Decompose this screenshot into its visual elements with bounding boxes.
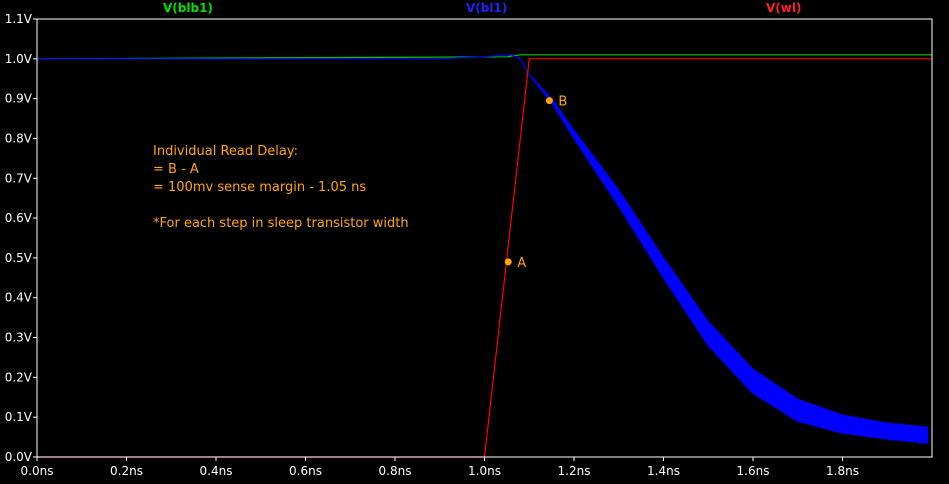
plot-frame: [36, 18, 933, 458]
annotation-sleep-transistor: *For each step in sleep transistor width: [153, 216, 409, 231]
series-layer: [36, 54, 932, 458]
series-vblb1-line: [36, 54, 932, 60]
x-tick-label: 1.0ns: [468, 464, 501, 478]
x-tick-label: 1.4ns: [647, 464, 680, 478]
x-tick-label: 0.8ns: [379, 464, 412, 478]
y-tick-label: 0.1V: [5, 410, 33, 424]
y-tick-label: 0.4V: [5, 291, 33, 305]
y-tick-label: 1.0V: [5, 52, 33, 66]
y-tick-label: 1.1V: [5, 12, 33, 26]
y-tick-label: 0.5V: [5, 251, 33, 265]
x-tick-label: 0.0ns: [21, 464, 54, 478]
marker-label-a: A: [517, 256, 526, 271]
marker-label-b: B: [558, 95, 567, 110]
axis-ticks: [33, 18, 843, 461]
annotation-read-delay: Individual Read Delay:: [153, 144, 298, 159]
y-tick-label: 0.0V: [5, 450, 33, 464]
legend-blb1[interactable]: V(blb1): [163, 1, 213, 15]
x-tick-label: 0.2ns: [110, 464, 143, 478]
tick-labels: 0.0V 0.1V 0.2V 0.3V 0.4V 0.5V 0.6V 0.7V 0.8V 0.9V…: [5, 12, 859, 478]
series-vbl1-band: [37, 54, 929, 444]
x-tick-label: 1.6ns: [737, 464, 770, 478]
marker-a: [504, 258, 512, 266]
y-tick-label: 0.3V: [5, 331, 33, 345]
legend-wl[interactable]: V(wl): [766, 1, 802, 15]
x-tick-label: 0.4ns: [200, 464, 233, 478]
x-tick-label: 0.6ns: [289, 464, 322, 478]
y-tick-label: 0.6V: [5, 211, 33, 225]
legend-bl1[interactable]: V(bl1): [466, 1, 508, 15]
y-tick-label: 0.8V: [5, 131, 33, 145]
x-tick-label: 1.8ns: [826, 464, 859, 478]
series-vwl-line: [37, 58, 932, 458]
annotation-sense-margin: = 100mv sense margin - 1.05 ns: [153, 180, 367, 195]
y-tick-label: 0.7V: [5, 171, 33, 185]
marker-layer: AB: [504, 95, 567, 271]
y-tick-label: 0.9V: [5, 92, 33, 106]
marker-b: [545, 97, 553, 105]
x-tick-label: 1.2ns: [558, 464, 591, 478]
y-tick-label: 0.2V: [5, 370, 33, 384]
annotation-b-minus-a: = B - A: [153, 162, 199, 177]
